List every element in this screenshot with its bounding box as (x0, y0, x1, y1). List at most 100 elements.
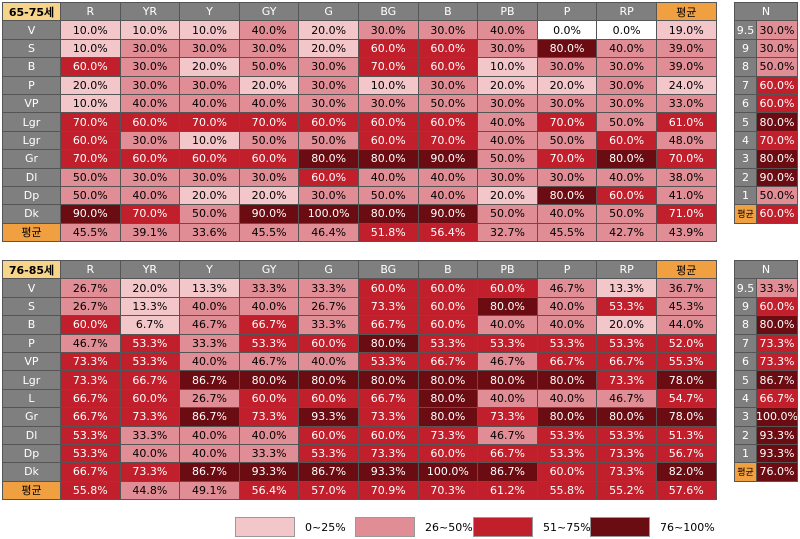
n-label: 평균 (735, 463, 757, 482)
n-header: N (735, 3, 798, 22)
legend-item: 26~50% (355, 516, 473, 538)
n-label: 5 (735, 371, 757, 390)
cell: 40.0% (418, 168, 479, 187)
cell: 40.0% (537, 389, 598, 409)
cell: 70.3% (418, 481, 479, 501)
cell: 30.0% (537, 58, 598, 77)
cell: 60.0% (597, 131, 657, 151)
column-header: Y (180, 3, 240, 22)
cell: 54.7% (656, 389, 717, 409)
cell: 66.7% (537, 352, 598, 372)
cell: 30.0% (120, 168, 181, 187)
cell: 56.7% (656, 444, 717, 464)
cell: 33.3% (239, 279, 300, 298)
legend-swatch (355, 517, 415, 537)
cell: 40.0% (478, 389, 538, 409)
cell: 70.0% (358, 58, 419, 77)
cell: 80.0% (597, 150, 657, 169)
column-header: G (299, 261, 359, 280)
cell: 73.3% (418, 426, 479, 445)
cell: 51.3% (656, 426, 717, 445)
column-header: RP (597, 3, 657, 22)
cell: 60.0% (120, 113, 181, 132)
cell: 53.3% (61, 444, 121, 464)
column-header: 평균 (656, 3, 717, 22)
cell: 19.0% (656, 21, 717, 40)
cell: 80.0% (299, 371, 359, 390)
cell: 80.0% (239, 371, 300, 390)
cell: 55.8% (61, 481, 121, 501)
cell: 70.0% (180, 113, 240, 132)
n-label: 8 (735, 316, 757, 335)
row-label: V (3, 21, 61, 40)
cell: 53.3% (597, 334, 657, 353)
cell: 60.0% (299, 168, 359, 187)
cell: 53.3% (597, 297, 657, 317)
n-value: 60.0% (757, 76, 798, 95)
cell: 53.3% (358, 352, 419, 372)
n-value: 30.0% (757, 39, 798, 59)
n-table: N 9.5 33.3% 9 60.0% 8 80.0% 7 73.3% 6 73.3% 5 86.7% 4… (734, 260, 798, 482)
cell: 33.0% (656, 94, 717, 114)
column-header: PB (478, 261, 538, 280)
data-table: 65-75세 R YR Y GY G BG B PB P RP 평균 V 10.0% 10.0% 10.0% 4… (2, 2, 717, 243)
n-value: 50.0% (757, 186, 798, 206)
cell: 60.0% (299, 334, 359, 353)
legend-swatch (473, 517, 533, 537)
cell: 30.0% (120, 131, 181, 151)
n-value: 60.0% (757, 94, 798, 114)
cell: 20.0% (180, 58, 240, 77)
n-value: 70.0% (757, 131, 798, 151)
cell: 51.8% (358, 223, 419, 243)
cell: 70.0% (537, 113, 598, 132)
column-header: B (418, 3, 479, 22)
cell: 40.0% (120, 186, 181, 206)
n-label: 6 (735, 94, 757, 114)
column-header: P (537, 3, 598, 22)
legend-label: 0~25% (305, 520, 346, 534)
cell: 30.0% (299, 76, 359, 95)
cell: 40.0% (537, 205, 598, 224)
cell: 20.0% (537, 76, 598, 95)
cell: 70.9% (358, 481, 419, 501)
cell: 66.7% (61, 463, 121, 482)
row-label: VP (3, 94, 61, 114)
cell: 33.6% (180, 223, 240, 243)
cell: 30.0% (478, 39, 538, 59)
row-label: Dp (3, 444, 61, 464)
cell: 20.0% (299, 39, 359, 59)
cell: 80.0% (537, 186, 598, 206)
cell: 80.0% (418, 371, 479, 390)
row-label: 평균 (3, 481, 61, 501)
cell: 40.0% (239, 297, 300, 317)
cell: 60.0% (418, 316, 479, 335)
cell: 50.0% (61, 168, 121, 187)
cell: 82.0% (656, 463, 717, 482)
cell: 60.0% (418, 58, 479, 77)
cell: 73.3% (358, 297, 419, 317)
cell: 60.0% (239, 150, 300, 169)
cell: 80.0% (358, 371, 419, 390)
cell: 44.8% (120, 481, 181, 501)
cell: 50.0% (597, 205, 657, 224)
cell: 80.0% (597, 408, 657, 427)
cell: 40.0% (299, 352, 359, 372)
cell: 40.0% (120, 94, 181, 114)
n-label: 1 (735, 444, 757, 464)
cell: 71.0% (656, 205, 717, 224)
cell: 55.8% (537, 481, 598, 501)
cell: 20.0% (478, 186, 538, 206)
cell: 60.0% (418, 444, 479, 464)
cell: 73.3% (597, 444, 657, 464)
cell: 57.6% (656, 481, 717, 501)
cell: 50.0% (239, 58, 300, 77)
data-table: 76-85세 R YR Y GY G BG B PB P RP 평균 V 26.7% 20.0% 13.3% 3… (2, 260, 717, 501)
n-value: 80.0% (757, 316, 798, 335)
cell: 10.0% (180, 21, 240, 40)
column-header: YR (120, 261, 181, 280)
cell: 80.0% (299, 150, 359, 169)
n-label: 5 (735, 113, 757, 132)
cell: 40.0% (478, 131, 538, 151)
legend-label: 26~50% (425, 520, 473, 534)
cell: 20.0% (239, 186, 300, 206)
